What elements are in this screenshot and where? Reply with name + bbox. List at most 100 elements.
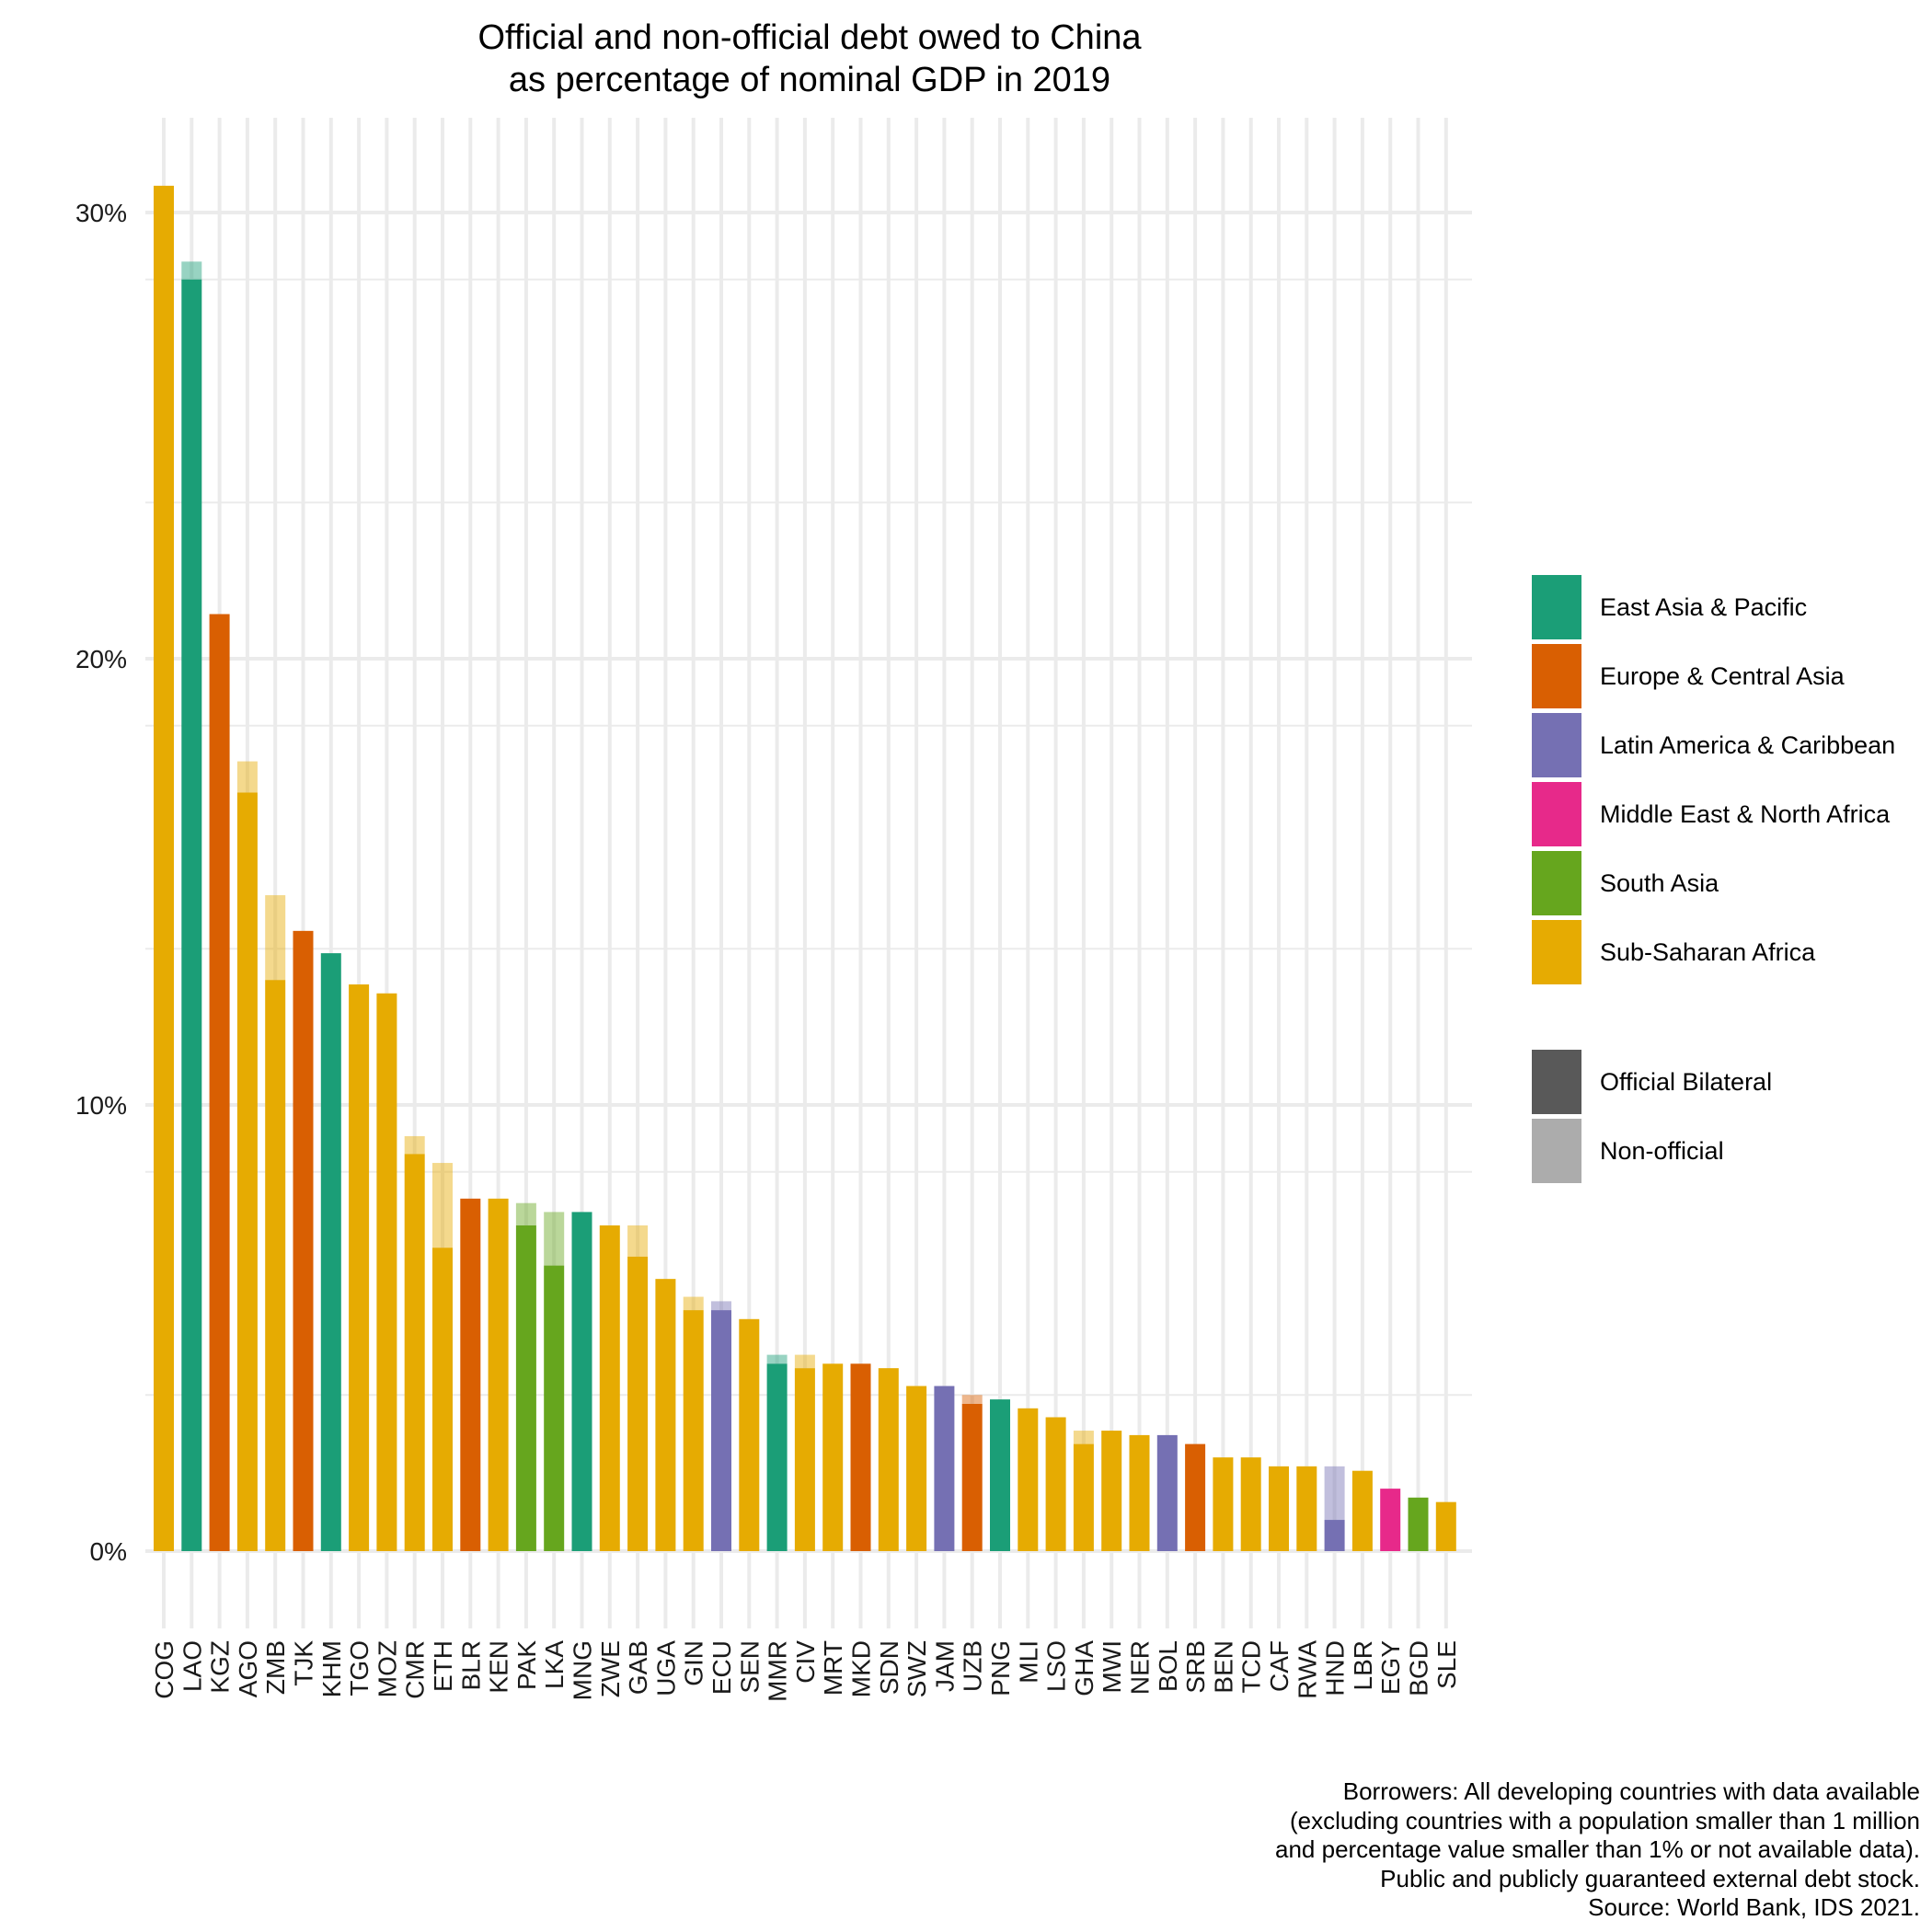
- x-tick-label-uzb: UZB: [959, 1640, 987, 1692]
- bar-official-sdn: [878, 1368, 899, 1551]
- legend-label: Sub-Saharan Africa: [1600, 938, 1816, 966]
- x-tick-label-jam: JAM: [930, 1640, 959, 1692]
- x-tick-label-swz: SWZ: [903, 1640, 931, 1697]
- x-tick-label-khm: KHM: [317, 1640, 346, 1697]
- x-tick-label-gab: GAB: [624, 1640, 652, 1695]
- x-tick-label-zmb: ZMB: [261, 1640, 290, 1695]
- bar-official-lao: [181, 279, 202, 1551]
- caption-line-3: and percentage value smaller than 1% or …: [1275, 1835, 1920, 1863]
- x-tick-label-uga: UGA: [651, 1640, 680, 1696]
- y-tick-label: 10%: [75, 1091, 127, 1120]
- legend-item-europe-central-asia: Europe & Central Asia: [1532, 644, 1918, 708]
- bar-official-moz: [376, 993, 397, 1551]
- bar-non-official-civ: [794, 1354, 815, 1369]
- bar-official-pak: [515, 1225, 536, 1551]
- bar-official-tjk: [293, 930, 314, 1551]
- x-tick-label-tgo: TGO: [345, 1640, 374, 1696]
- legend-swatch: [1532, 782, 1581, 846]
- bar-official-tgo: [349, 984, 370, 1551]
- x-tick-label-gha: GHA: [1070, 1640, 1098, 1696]
- legend-label: Middle East & North Africa: [1600, 800, 1891, 828]
- bar-official-mrt: [822, 1363, 844, 1551]
- legend-swatch: [1532, 851, 1581, 915]
- bar-official-ner: [1129, 1434, 1150, 1551]
- x-tick-label-mwi: MWI: [1098, 1640, 1126, 1694]
- x-tick-label-lbr: LBR: [1349, 1640, 1377, 1690]
- legend-item-official-bilateral: Official Bilateral: [1532, 1050, 1918, 1114]
- x-tick-label-mkd: MKD: [847, 1640, 876, 1697]
- x-tick-label-lka: LKA: [540, 1640, 569, 1689]
- x-tick-label-moz: MOZ: [373, 1640, 401, 1697]
- x-tick-label-eth: ETH: [429, 1640, 457, 1692]
- bar-official-mwi: [1101, 1431, 1122, 1551]
- bar-official-hnd: [1324, 1520, 1345, 1551]
- x-tick-label-cog: COG: [150, 1640, 178, 1699]
- chart-caption: Borrowers: All developing countries with…: [1275, 1777, 1920, 1923]
- bar-official-ago: [236, 792, 258, 1551]
- y-tick-label: 20%: [75, 645, 127, 673]
- x-tick-label-hnd: HND: [1321, 1640, 1350, 1696]
- legend-item-latin-america-caribbean: Latin America & Caribbean: [1532, 713, 1918, 777]
- x-tick-label-bgd: BGD: [1405, 1640, 1433, 1696]
- legend-label: South Asia: [1600, 869, 1719, 897]
- bar-non-official-pak: [515, 1202, 536, 1225]
- bar-official-zmb: [265, 980, 286, 1551]
- bar-official-sle: [1435, 1501, 1456, 1551]
- bar-official-cog: [154, 185, 174, 1551]
- bar-official-mng: [571, 1212, 592, 1551]
- legend-label: Non-official: [1600, 1137, 1724, 1165]
- bar-official-ecu: [711, 1310, 731, 1551]
- x-tick-label-pak: PAK: [512, 1640, 541, 1690]
- x-tick-label-caf: CAF: [1265, 1640, 1294, 1692]
- bar-non-official-gab: [627, 1225, 649, 1257]
- x-tick-label-cmr: CMR: [401, 1640, 430, 1699]
- x-axis-ticks: COG LAO KGZ AGO ZMB TJK KHM TGO MOZ CMR ETH BLR KEN P…: [150, 1640, 1461, 1702]
- bar-official-lso: [1045, 1417, 1066, 1551]
- bar-official-tcd: [1240, 1457, 1261, 1551]
- bar-official-lka: [544, 1265, 565, 1551]
- bar-layer: [154, 185, 1456, 1551]
- bar-non-official-zmb: [265, 895, 286, 981]
- x-tick-label-sen: SEN: [735, 1640, 764, 1694]
- x-tick-label-bol: BOL: [1154, 1640, 1182, 1692]
- x-tick-label-mrt: MRT: [819, 1640, 847, 1696]
- bar-official-eth: [432, 1248, 453, 1551]
- bar-official-cmr: [404, 1154, 425, 1551]
- x-tick-label-blr: BLR: [456, 1640, 485, 1690]
- bar-non-official-uzb: [961, 1395, 983, 1404]
- bar-non-official-ago: [236, 761, 258, 793]
- caption-line-2: (excluding countries with a population s…: [1289, 1806, 1920, 1834]
- bar-official-bgd: [1408, 1497, 1429, 1551]
- bar-official-caf: [1269, 1466, 1289, 1551]
- x-tick-label-civ: CIV: [791, 1640, 820, 1684]
- y-tick-label: 30%: [75, 199, 127, 227]
- x-tick-label-png: PNG: [986, 1640, 1015, 1696]
- legend-label: Europe & Central Asia: [1600, 662, 1845, 690]
- bar-non-official-ecu: [711, 1301, 731, 1311]
- x-tick-label-ecu: ECU: [707, 1640, 736, 1695]
- bar-official-ben: [1213, 1457, 1234, 1551]
- x-tick-label-srb: SRB: [1181, 1640, 1210, 1694]
- bar-official-rwa: [1296, 1466, 1317, 1551]
- legend-swatch: [1532, 1119, 1581, 1183]
- x-tick-label-mng: MNG: [569, 1640, 597, 1700]
- x-tick-label-lso: LSO: [1042, 1640, 1071, 1692]
- caption-line-4: Public and publicly guaranteed external …: [1380, 1864, 1920, 1892]
- chart-title: Official and non-official debt owed to C…: [147, 17, 1472, 101]
- bar-official-sen: [739, 1318, 760, 1551]
- legend-label: Official Bilateral: [1600, 1068, 1773, 1096]
- bar-non-official-lka: [544, 1212, 565, 1266]
- x-tick-label-zwe: ZWE: [596, 1640, 625, 1697]
- bar-non-official-eth: [432, 1163, 453, 1248]
- bar-official-swz: [906, 1386, 927, 1551]
- bar-official-khm: [320, 953, 341, 1551]
- legend-item-east-asia-pacific: East Asia & Pacific: [1532, 575, 1918, 639]
- bar-official-mli: [1018, 1408, 1039, 1551]
- x-tick-label-mmr: MMR: [764, 1640, 792, 1702]
- bar-official-jam: [934, 1386, 955, 1551]
- legend-swatch: [1532, 920, 1581, 984]
- bar-official-kgz: [209, 614, 230, 1551]
- x-tick-label-sle: SLE: [1432, 1640, 1461, 1689]
- bar-official-gha: [1073, 1443, 1094, 1551]
